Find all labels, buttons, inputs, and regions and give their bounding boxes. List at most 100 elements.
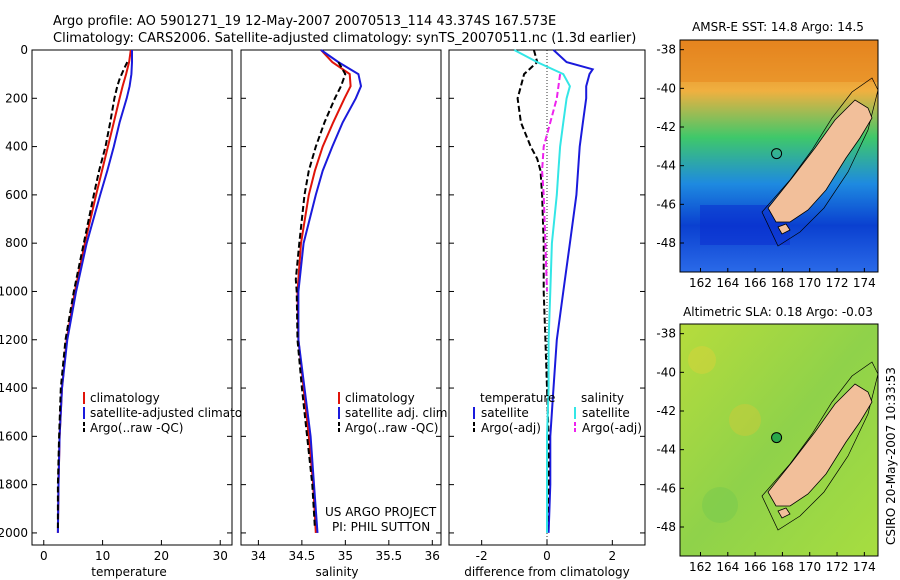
map-y-tick-label: -44 [656, 443, 676, 457]
x-tick-label: 36 [425, 549, 440, 563]
map-x-tick-label: 162 [689, 560, 712, 574]
salinity-legend: climatology satellite adj. clim. Argo(..… [338, 391, 451, 435]
series-line-argo-raw-qc [294, 61, 347, 529]
map-x-tick-label: 172 [826, 560, 849, 574]
argo-float-position-marker [771, 148, 783, 160]
difference-legend: temperature satellite Argo(-adj) salinit… [473, 391, 642, 435]
legend-label-temperature-argo: Argo(-adj) [481, 421, 541, 435]
series-line-satellite [513, 49, 571, 533]
sla-land-stewart-island [777, 507, 791, 519]
sla-map-title: Altimetric SLA: 0.18 Argo: -0.03 [683, 305, 873, 319]
legend-title-temperature: temperature [480, 391, 555, 405]
legend-label-climatology: climatology [345, 391, 415, 405]
sla-anomaly-patch [702, 487, 738, 523]
sst-map-title: AMSR-E SST: 14.8 Argo: 14.5 [692, 20, 864, 34]
map-x-tick-label: 170 [798, 276, 821, 290]
map-x-tick-label: 168 [771, 560, 794, 574]
sla-map-frame [679, 323, 879, 557]
map-y-tick-label: -44 [656, 159, 676, 173]
y-tick-label: 1000 [0, 284, 28, 298]
salinity-plot-frame [240, 49, 442, 546]
x-tick-label: -2 [476, 549, 488, 563]
y-tick-label: 400 [5, 140, 28, 154]
y-tick-label: 1800 [0, 478, 28, 492]
x-tick-label: 35.5 [375, 549, 402, 563]
legend-label-argo: Argo(..raw -QC) [90, 421, 183, 435]
legend-label-salinity-argo: Argo(-adj) [582, 421, 642, 435]
salinity-profile-panel: 34 34.5 35 35.5 36 salinity climatology sate… [240, 49, 451, 579]
x-tick-label: 20 [154, 549, 169, 563]
y-tick-label: 1600 [0, 429, 28, 443]
map-x-tick-label: 164 [716, 276, 739, 290]
x-tick-label: 30 [213, 549, 228, 563]
legend-label-satellite-adjusted: satellite-adjusted climatology [90, 406, 268, 420]
legend-label-temperature-satellite: satellite [481, 406, 529, 420]
map-x-tick-label: 164 [716, 560, 739, 574]
difference-x-axis-label: difference from climatology [464, 565, 630, 579]
map-y-tick-label: -40 [656, 365, 676, 379]
sst-land-stewart-island [777, 223, 791, 235]
map-y-tick-label: -46 [656, 197, 676, 211]
legend-title-salinity: salinity [581, 391, 624, 405]
map-y-tick-label: -38 [656, 43, 676, 57]
map-y-tick-label: -42 [656, 120, 676, 134]
map-y-tick-label: -48 [656, 520, 676, 534]
salinity-x-axis-label: salinity [315, 565, 358, 579]
series-line-satellite [547, 49, 595, 533]
figure-title-line1: Argo profile: AO 5901271_19 12-May-2007 … [53, 14, 556, 29]
x-tick-label: 34.5 [289, 549, 316, 563]
map-x-tick-label: 174 [853, 276, 876, 290]
map-y-tick-label: -48 [656, 236, 676, 250]
timestamp-side-label: CSIRO 20-May-2007 10:33:53 [884, 367, 898, 545]
x-tick-label: 2 [609, 549, 617, 563]
series-line-argo-raw-qc [56, 61, 129, 529]
y-tick-label: 1400 [0, 381, 28, 395]
map-y-tick-label: -40 [656, 81, 676, 95]
map-x-tick-label: 166 [744, 276, 767, 290]
legend-label-satellite-adj: satellite adj. clim. [345, 406, 451, 420]
project-annotation-line1: US ARGO PROJECT [325, 505, 437, 519]
map-x-tick-label: 174 [853, 560, 876, 574]
legend-label-argo: Argo(..raw -QC) [345, 421, 438, 435]
series-line-satellite-adj-clim [297, 49, 363, 533]
argo-float-position-marker [771, 432, 783, 444]
sla-anomaly-patch [729, 404, 761, 436]
sla-land-south-island [767, 383, 873, 507]
sst-warm-patch [680, 40, 878, 82]
map-x-tick-label: 166 [744, 560, 767, 574]
figure-title-line2: Climatology: CARS2006. Satellite-adjuste… [53, 31, 636, 46]
x-tick-label: 0 [543, 549, 551, 563]
x-tick-label: 10 [95, 549, 110, 563]
sst-map-frame [679, 39, 879, 273]
series-line-climatology [296, 49, 352, 533]
legend-label-climatology: climatology [90, 391, 160, 405]
x-tick-label: 34 [251, 549, 266, 563]
sst-map-panel: AMSR-E SST: 14.8 Argo: 14.5 162 164 166 168… [656, 20, 879, 290]
series-line-satellite-adjusted-climatology [56, 50, 133, 533]
legend-label-salinity-satellite: satellite [582, 406, 630, 420]
map-y-tick-label: -42 [656, 404, 676, 418]
map-x-tick-label: 170 [798, 560, 821, 574]
project-annotation-line2: PI: PHIL SUTTON [332, 520, 430, 534]
series-line-argo-adj [541, 73, 562, 292]
temperature-plot-frame [31, 49, 233, 546]
difference-profile-panel: -2 0 2 difference from climatology tempera… [448, 49, 646, 579]
sst-land-south-island [767, 99, 873, 223]
map-x-tick-label: 172 [826, 276, 849, 290]
sla-map-panel: Altimetric SLA: 0.18 Argo: -0.03 162 164 1… [656, 305, 879, 574]
x-tick-label: 35 [338, 549, 353, 563]
y-tick-label: 0 [20, 43, 28, 57]
y-tick-label: 800 [5, 236, 28, 250]
x-tick-label: 0 [40, 549, 48, 563]
sla-anomaly-patch [688, 346, 716, 374]
temperature-profile-panel: 0 10 20 30 0 200 400 600 800 1000 1200 1400 1600 1800… [0, 43, 268, 579]
temperature-x-axis-label: temperature [91, 565, 166, 579]
map-x-tick-label: 168 [771, 276, 794, 290]
map-x-tick-label: 162 [689, 276, 712, 290]
y-tick-label: 1200 [0, 333, 28, 347]
map-y-tick-label: -46 [656, 481, 676, 495]
map-y-tick-label: -38 [656, 327, 676, 341]
y-tick-label: 200 [5, 91, 28, 105]
temperature-legend: climatology satellite-adjusted climatolo… [83, 391, 268, 435]
